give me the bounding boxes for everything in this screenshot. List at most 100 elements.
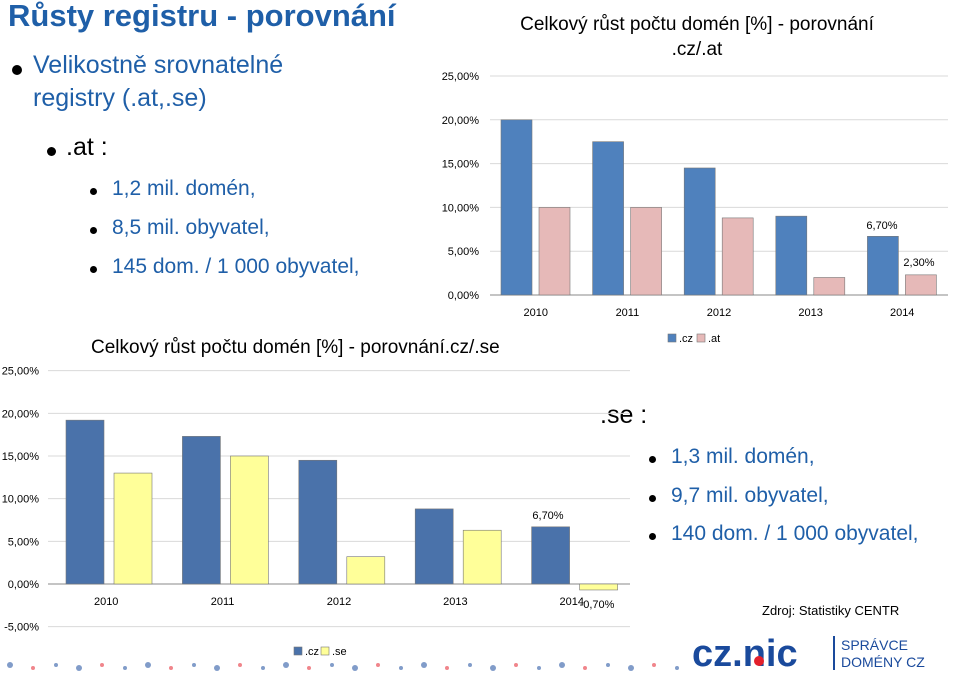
legend-swatch-cz bbox=[293, 646, 303, 656]
logo-wordmark: cz.nic bbox=[692, 633, 798, 673]
se-item-domains: 1,3 mil. domén, bbox=[671, 445, 815, 468]
x-tick-label: 2014 bbox=[890, 307, 914, 319]
decorative-dot bbox=[421, 662, 427, 668]
decorative-dot bbox=[54, 663, 58, 667]
x-tick-label: 2013 bbox=[443, 596, 467, 608]
y-tick-label: -5,00% bbox=[4, 622, 39, 634]
bar-se-2014 bbox=[579, 583, 618, 591]
at-heading: .at : bbox=[66, 133, 108, 161]
bullet-dot bbox=[90, 227, 97, 234]
x-tick-label: 2014 bbox=[560, 596, 584, 608]
bar-cz-2014 bbox=[531, 526, 570, 585]
bar-cz-2010 bbox=[500, 119, 533, 296]
y-tick-label: 25,00% bbox=[442, 71, 480, 83]
bar-se-2011 bbox=[230, 455, 269, 585]
legend-swatch-at bbox=[696, 333, 706, 343]
bullet-dot bbox=[47, 147, 56, 156]
bar-cz-2014 bbox=[867, 236, 899, 296]
y-tick-label: 10,00% bbox=[442, 202, 480, 214]
y-tick-label: 0,00% bbox=[8, 579, 39, 591]
decorative-dot bbox=[445, 666, 449, 670]
slide-title: Růsty registru - porovnání bbox=[8, 0, 396, 33]
decorative-dot bbox=[76, 665, 82, 671]
chart-title-line-1: Celkový růst počtu domén [%] - porovnání bbox=[520, 14, 875, 35]
decorative-dot bbox=[537, 666, 541, 670]
logo-red-dot bbox=[754, 656, 764, 666]
bar-cz-2010 bbox=[65, 419, 105, 585]
x-tick-label: 2011 bbox=[211, 596, 235, 608]
intro-line-2: registry (.at,.se) bbox=[33, 84, 207, 112]
bullet-dot bbox=[90, 266, 97, 273]
bar-cz-2012 bbox=[683, 167, 716, 296]
legend-label-cz: .cz bbox=[305, 646, 319, 658]
y-tick-label: 20,00% bbox=[2, 408, 40, 420]
se-heading: .se : bbox=[600, 401, 648, 429]
y-tick-label: 25,00% bbox=[2, 366, 40, 378]
decorative-dot bbox=[192, 663, 196, 667]
decorative-dot bbox=[606, 663, 610, 667]
data-label-se-2014: -0,70% bbox=[580, 599, 615, 611]
decorative-dot bbox=[675, 666, 679, 670]
bullet-dot bbox=[90, 188, 97, 195]
legend-swatch-se bbox=[320, 646, 330, 656]
data-label-cz-2014: 6,70% bbox=[532, 510, 563, 522]
cz-nic-logo: cz.nic SPRÁVCE DOMÉNY CZ bbox=[692, 633, 925, 673]
data-label-cz-2014: 6,70% bbox=[866, 220, 897, 232]
x-tick-label: 2012 bbox=[327, 596, 351, 608]
bar-at-2013 bbox=[813, 277, 846, 296]
se-item-population: 9,7 mil. obyvatel, bbox=[671, 484, 829, 507]
x-tick-label: 2011 bbox=[616, 307, 640, 319]
y-tick-label: 5,00% bbox=[448, 246, 479, 258]
decorative-dot bbox=[31, 666, 35, 670]
source-note: Zdroj: Statistiky CENTR bbox=[762, 603, 900, 618]
y-tick-label: 15,00% bbox=[2, 451, 40, 463]
logo-divider bbox=[833, 636, 835, 670]
bullet-dot bbox=[12, 65, 22, 75]
decorative-dot bbox=[145, 662, 151, 668]
decorative-dot bbox=[283, 662, 289, 668]
x-tick-label: 2010 bbox=[524, 307, 548, 319]
decorative-dot bbox=[652, 663, 656, 667]
intro-line-1: Velikostně srovnatelné bbox=[33, 51, 284, 79]
decorative-dot bbox=[307, 666, 311, 670]
x-tick-label: 2013 bbox=[798, 307, 822, 319]
bar-cz-2012 bbox=[298, 459, 338, 585]
decorative-dot bbox=[559, 662, 565, 668]
decorative-dot bbox=[399, 666, 403, 670]
decorative-dot bbox=[583, 666, 587, 670]
decorative-dot bbox=[376, 663, 380, 667]
legend-label-at: .at bbox=[708, 333, 720, 345]
decorative-dot bbox=[514, 663, 518, 667]
decorative-dot bbox=[330, 663, 334, 667]
decorative-dot bbox=[261, 666, 265, 670]
logo-sub-line-1: SPRÁVCE bbox=[841, 637, 908, 653]
bar-cz-2011 bbox=[592, 141, 624, 296]
decorative-dot bbox=[490, 665, 496, 671]
bullet-dot bbox=[649, 533, 656, 540]
decorative-dot bbox=[352, 665, 358, 671]
bar-cz-2011 bbox=[182, 436, 221, 585]
y-tick-label: 20,00% bbox=[442, 115, 480, 127]
decorative-dot bbox=[169, 666, 173, 670]
bullet-dot bbox=[649, 456, 656, 463]
decorative-dot bbox=[7, 662, 13, 668]
at-item-population: 8,5 mil. obyvatel, bbox=[112, 216, 270, 239]
y-tick-label: 10,00% bbox=[2, 494, 40, 506]
decorative-dot bbox=[238, 663, 242, 667]
y-tick-label: 0,00% bbox=[448, 290, 479, 302]
decorative-dot bbox=[214, 665, 220, 671]
decorative-dot bbox=[100, 663, 104, 667]
chart-title-line-2: .cz/.at bbox=[672, 39, 723, 60]
decorative-dot bbox=[468, 663, 472, 667]
bullet-dot bbox=[649, 495, 656, 502]
x-tick-label: 2010 bbox=[94, 596, 118, 608]
data-label-at-2014: 2,30% bbox=[903, 257, 934, 269]
y-tick-label: 15,00% bbox=[442, 159, 480, 171]
bar-at-2011 bbox=[630, 207, 662, 296]
bar-se-2010 bbox=[113, 472, 153, 585]
bar-cz-2013 bbox=[414, 508, 454, 585]
y-tick-label: 5,00% bbox=[8, 536, 39, 548]
bar-at-2012 bbox=[721, 217, 754, 296]
bar-at-2014 bbox=[905, 274, 937, 296]
